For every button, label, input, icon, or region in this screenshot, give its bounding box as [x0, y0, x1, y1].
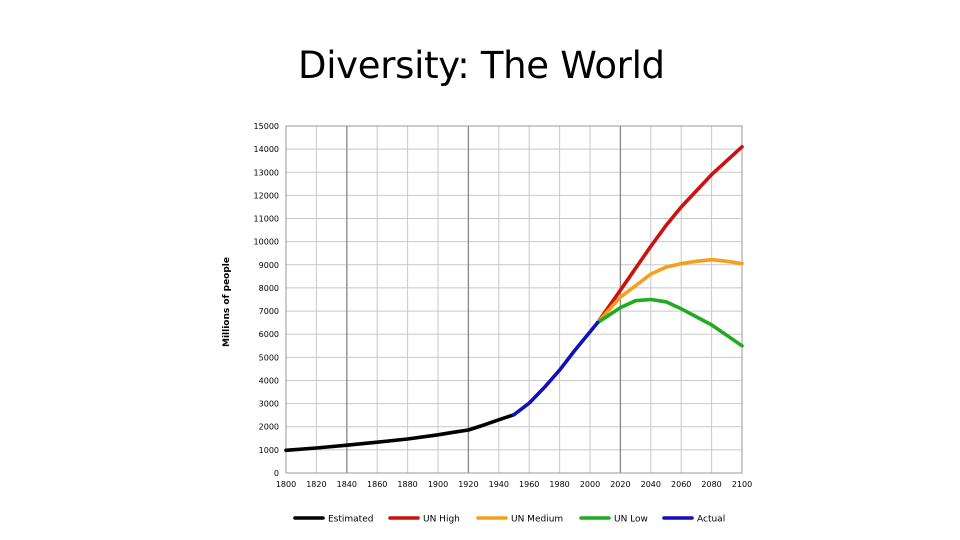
y-tick-labels: 0 1000 2000 3000 4000 5000 6000 7000 8000 9000 100…	[254, 122, 279, 478]
x-tick-label: 1840	[337, 480, 357, 489]
x-tick-label: 1800	[276, 480, 296, 489]
y-axis-label: Millions of people	[222, 257, 232, 347]
y-tick-label: 5000	[259, 353, 279, 362]
x-tick-label: 2100	[732, 480, 752, 489]
y-tick-label: 9000	[259, 261, 279, 270]
x-tick-label: 2080	[701, 480, 721, 489]
series-line-un-medium	[595, 257, 744, 325]
series-line-un-high	[595, 145, 744, 325]
y-tick-label: 7000	[259, 307, 279, 316]
slide-title: Diversity: The World	[298, 44, 665, 87]
y-tick-label: 2000	[259, 423, 279, 432]
x-tick-label: 1940	[489, 480, 509, 489]
chart-grid	[285, 125, 743, 474]
x-tick-label: 1980	[549, 480, 569, 489]
y-tick-label: 1000	[259, 446, 279, 455]
y-tick-label: 6000	[259, 330, 279, 339]
y-tick-label: 8000	[259, 284, 279, 293]
legend-label: UN Low	[614, 515, 648, 525]
x-tick-label: 1820	[306, 480, 326, 489]
legend-label: UN High	[423, 515, 460, 525]
series-lines	[284, 145, 744, 453]
y-tick-label: 15000	[254, 122, 279, 131]
series-line-actual	[512, 320, 600, 417]
x-tick-label: 1960	[519, 480, 539, 489]
plot-frame	[285, 125, 743, 474]
y-tick-label: 11000	[254, 215, 279, 224]
x-tick-label: 1920	[458, 480, 478, 489]
x-tick-labels: 1800 1820 1840 1860 1880 1900 1920 1940 1960 1980…	[276, 480, 752, 489]
y-tick-label: 14000	[254, 145, 279, 154]
chart-legend: Estimated UN High UN Medium UN Low Actual	[293, 515, 725, 525]
x-tick-label: 1860	[367, 480, 387, 489]
y-tick-label: 0	[274, 469, 279, 478]
x-tick-label: 2020	[610, 480, 630, 489]
x-tick-label: 2040	[641, 480, 661, 489]
x-tick-label: 2060	[671, 480, 691, 489]
legend-label: Estimated	[328, 515, 373, 525]
y-tick-label: 13000	[254, 168, 279, 177]
legend-label: UN Medium	[511, 515, 563, 525]
series-line-estimated	[284, 412, 516, 453]
legend-label: Actual	[697, 515, 725, 525]
y-tick-label: 10000	[254, 238, 279, 247]
x-tick-label: 1880	[397, 480, 417, 489]
series-line-un-low	[595, 297, 744, 348]
x-tick-label: 2000	[580, 480, 600, 489]
x-tick-label: 1900	[428, 480, 448, 489]
y-tick-label: 12000	[254, 191, 279, 200]
y-tick-label: 3000	[259, 400, 279, 409]
y-tick-label: 4000	[259, 376, 279, 385]
